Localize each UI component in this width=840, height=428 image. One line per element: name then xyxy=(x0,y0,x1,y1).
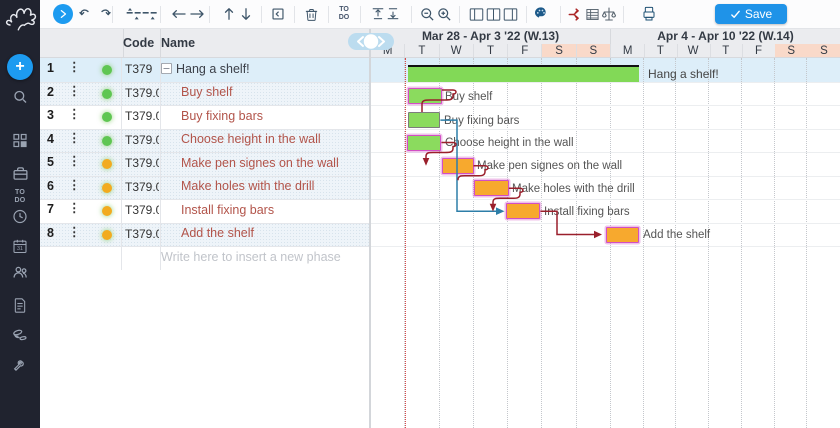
svg-text:31: 31 xyxy=(17,246,23,252)
